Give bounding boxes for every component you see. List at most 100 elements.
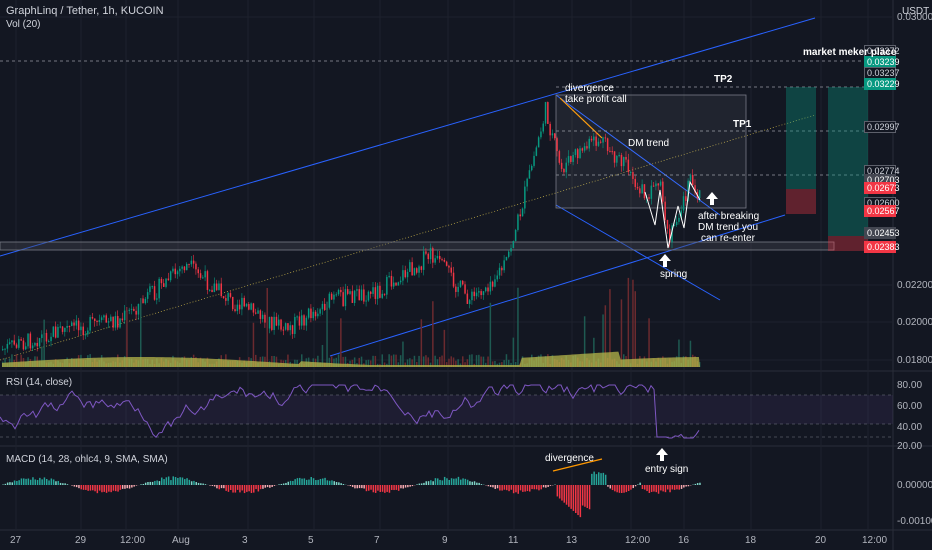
macd-bar — [577, 485, 579, 516]
volume-bar — [491, 361, 494, 367]
candle — [468, 300, 471, 304]
candle — [232, 296, 234, 310]
candle — [149, 286, 151, 293]
candle — [434, 258, 436, 263]
candle — [399, 280, 402, 283]
macd-bar — [310, 476, 312, 485]
re-enter-label-3: can re-enter — [701, 233, 755, 244]
macd-bar — [448, 479, 450, 485]
macd-bar — [227, 485, 230, 492]
macd-bar — [131, 485, 133, 488]
candle — [409, 262, 411, 272]
volume-bar — [512, 337, 515, 367]
price-axis-label: 0.02000 — [897, 317, 932, 328]
candle — [337, 289, 340, 295]
macd-bar — [299, 477, 301, 485]
candle — [330, 293, 333, 300]
macd-bar — [9, 482, 11, 485]
candle — [383, 293, 386, 295]
rsi-axis-label: 20.00 — [897, 441, 923, 452]
macd-bar — [126, 485, 128, 489]
volume-bar — [252, 322, 255, 367]
macd-bar — [218, 485, 220, 490]
volume-bar — [489, 302, 492, 367]
candle — [528, 170, 531, 179]
macd-bar — [460, 479, 462, 485]
candle — [347, 289, 349, 294]
macd-bar — [625, 485, 628, 493]
macd-bar — [561, 485, 563, 501]
candle — [128, 309, 130, 311]
macd-bar — [144, 482, 147, 485]
volume-bar — [326, 301, 328, 367]
macd-bar — [301, 478, 303, 485]
candle — [38, 338, 41, 347]
candle — [310, 308, 312, 319]
candle — [390, 275, 393, 287]
candle — [273, 316, 275, 330]
candle — [307, 308, 310, 318]
macd-bar — [430, 480, 432, 485]
currency-label: USDT — [902, 6, 930, 17]
macd-bar — [324, 477, 326, 485]
volume-bar — [434, 355, 436, 367]
candle — [579, 148, 581, 159]
volume-bar — [480, 356, 482, 367]
macd-bar — [110, 485, 112, 493]
volume-bar — [321, 344, 324, 367]
candle — [305, 317, 308, 326]
volume-legend[interactable]: Vol (20) — [6, 19, 41, 30]
candle — [130, 308, 133, 310]
candle — [133, 308, 135, 311]
candle — [521, 208, 524, 217]
volume-bar — [689, 340, 692, 367]
candle — [590, 138, 593, 141]
macd-bar — [308, 479, 310, 485]
candle — [641, 184, 643, 194]
macd-bar — [280, 483, 283, 485]
volume-bar — [399, 355, 402, 367]
candle — [609, 150, 611, 152]
candle — [287, 323, 289, 331]
candle — [664, 201, 666, 221]
macd-title[interactable]: MACD (14, 28, ohlc4, 9, SMA, SMA) — [6, 454, 168, 465]
candle — [48, 341, 50, 343]
candle — [172, 268, 174, 272]
candle — [496, 275, 498, 280]
volume-bar — [43, 319, 45, 367]
macd-bar — [678, 485, 680, 490]
volume-bar — [450, 356, 452, 367]
candle — [199, 273, 202, 278]
macd-bar — [117, 485, 119, 492]
candle — [491, 281, 494, 287]
macd-bar — [46, 479, 48, 485]
candle — [284, 323, 287, 330]
volume-bar — [487, 356, 489, 367]
macd-bar — [317, 479, 319, 485]
macd-bar — [328, 480, 331, 485]
volume-bar — [457, 359, 459, 367]
macd-bar — [370, 485, 372, 490]
candle — [153, 286, 156, 300]
macd-bar — [59, 482, 62, 485]
macd-bar — [80, 485, 82, 490]
macd-bar — [142, 483, 145, 485]
candle — [567, 156, 570, 163]
candle — [156, 298, 158, 300]
candle — [328, 293, 331, 308]
candle — [144, 298, 147, 304]
candle — [505, 256, 508, 261]
symbol-title[interactable]: GraphLinq / Tether, 1h, KUCOIN — [6, 5, 164, 17]
candle — [386, 276, 388, 295]
macd-bar — [50, 478, 53, 485]
candle — [301, 315, 303, 326]
volume-bar — [501, 362, 503, 367]
candle — [41, 334, 43, 339]
macd-bar — [623, 485, 625, 493]
macd-bar — [172, 476, 174, 485]
candle — [613, 151, 616, 163]
rsi-title[interactable]: RSI (14, close) — [6, 377, 73, 388]
macd-bar — [89, 485, 92, 491]
